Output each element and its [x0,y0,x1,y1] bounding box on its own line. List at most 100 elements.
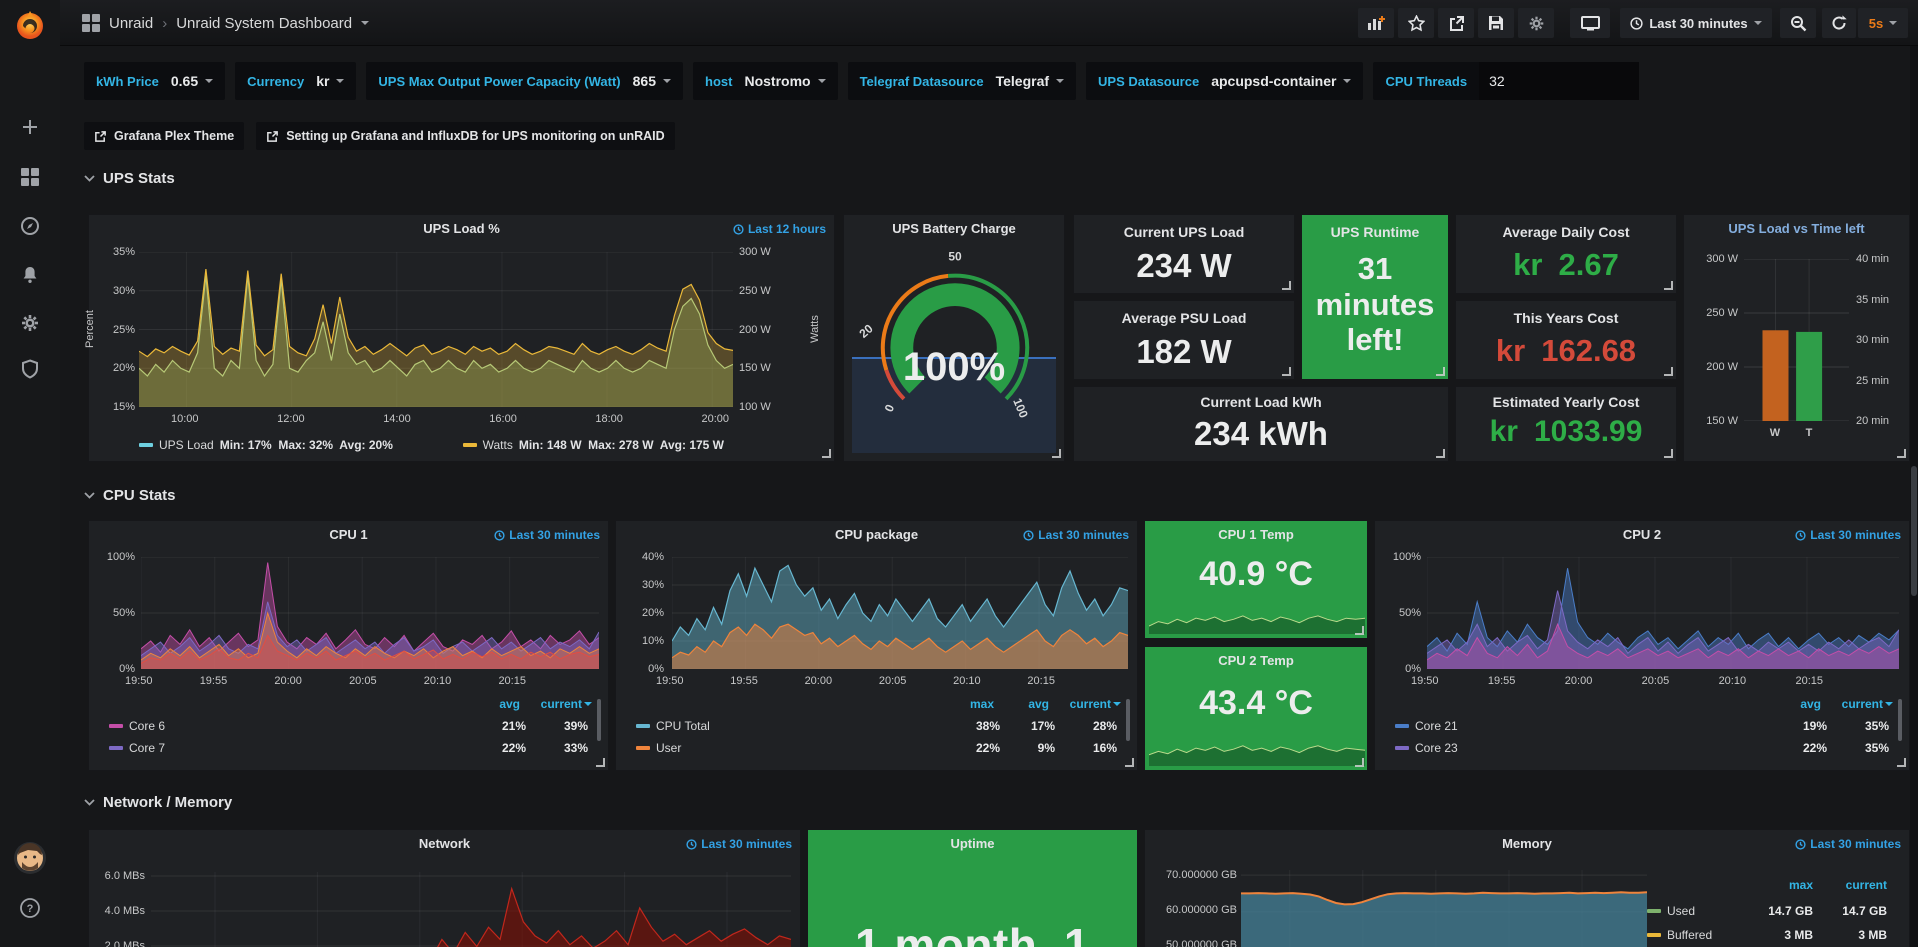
legend-header-avg[interactable]: avg [1800,697,1821,711]
axis-tick: 250 W [1706,307,1738,319]
panel-title[interactable]: CPU 2 [1622,527,1662,542]
panel-time-override[interactable]: Last 12 hours [733,222,826,236]
zoom-out-button[interactable] [1780,8,1816,38]
section-cpu-stats[interactable]: CPU Stats [84,487,176,504]
legend-series-name[interactable]: Core 23 [1415,741,1458,755]
panel-time-override[interactable]: Last 30 minutes [1023,528,1129,542]
stat-title[interactable]: CPU 1 Temp [1218,527,1294,542]
panel-time-override[interactable]: Last 30 minutes [1795,837,1901,851]
variable-host[interactable]: host Nostromo [693,62,838,100]
panel-time-override[interactable]: Last 30 minutes [494,528,600,542]
link-grafana-plex-theme[interactable]: Grafana Plex Theme [84,122,245,150]
variable-currency[interactable]: Currency kr [235,62,357,100]
save-button[interactable] [1478,8,1514,38]
panel-title[interactable]: CPU 1 [329,527,368,542]
panel-time-override[interactable]: Last 30 minutes [1795,528,1901,542]
legend-header-current[interactable]: current [1841,697,1883,711]
cpu-package-chart[interactable] [672,557,1128,669]
legend-header-current[interactable]: current [1069,697,1111,711]
legend-current-value: 14.7 GB [1842,904,1887,918]
network-chart[interactable] [151,872,791,947]
stat-title[interactable]: Current UPS Load [1123,224,1245,240]
legend-series-name[interactable]: Watts [482,438,513,452]
panel-time-override[interactable]: Last 30 minutes [686,837,792,851]
page-scrollbar [1910,46,1918,947]
panel-title[interactable]: UPS Load vs Time left [1728,221,1865,236]
stat-title[interactable]: Average Daily Cost [1502,224,1630,240]
legend-series-name[interactable]: Used [1667,904,1696,918]
tv-kiosk-button[interactable] [1570,8,1610,38]
clock-icon [686,838,697,850]
help-icon[interactable]: ? [10,888,50,928]
refresh-button[interactable] [1822,8,1856,38]
cpu-threads-input[interactable]: 32 [1479,62,1640,100]
stat-title[interactable]: CPU 2 Temp [1218,653,1294,668]
stat-title[interactable]: Estimated Yearly Cost [1492,394,1640,410]
variable-value: kr [316,73,330,89]
variable-kwh-price[interactable]: kWh Price 0.65 [84,62,226,100]
section-network-memory[interactable]: Network / Memory [84,794,232,811]
legend-series-name[interactable]: Core 7 [129,741,166,755]
legend-series-name[interactable]: User [656,741,682,755]
server-admin-shield-icon[interactable] [10,349,50,389]
stat-title[interactable]: Uptime [950,836,995,851]
breadcrumb-separator-icon: › [162,14,168,32]
stat-title[interactable]: UPS Runtime [1330,224,1420,240]
star-button[interactable] [1398,8,1434,38]
breadcrumb-app[interactable]: Unraid [109,14,154,32]
panel-title[interactable]: Network [418,836,471,851]
stat-title[interactable]: Average PSU Load [1121,310,1247,326]
panel-title[interactable]: UPS Load % [423,221,500,236]
memory-chart[interactable] [1241,870,1647,947]
cpu2-chart[interactable] [1427,557,1899,669]
legend-header-max[interactable]: max [969,697,994,711]
cpu1-chart[interactable] [141,557,599,669]
legend-series-name[interactable]: Core 6 [129,719,166,733]
legend-header-current[interactable]: current [1845,878,1887,892]
stat-value: kr 1033.99 [1456,415,1676,449]
dashboard-grid-icon[interactable] [82,14,100,32]
ups-bar-chart[interactable] [1744,259,1849,421]
dashboard-dropdown-caret-icon[interactable] [361,21,370,25]
variable-ups-max-output[interactable]: UPS Max Output Power Capacity (Watt) 865 [366,62,683,100]
legend-series-name[interactable]: Buffered [1667,928,1713,942]
ups-load-chart[interactable] [139,252,733,407]
legend-scrollbar[interactable] [1126,699,1130,741]
legend-series-name[interactable]: UPS Load [159,438,214,452]
create-plus-icon[interactable] [10,107,50,147]
stat-title[interactable]: This Years Cost [1513,310,1619,326]
explore-compass-icon[interactable] [10,206,50,246]
axis-tick: 25% [112,323,135,336]
configuration-gear-icon[interactable] [10,303,50,343]
refresh-interval-picker[interactable]: 5s [1858,8,1908,38]
legend-header-max[interactable]: max [1788,878,1813,892]
panel-title[interactable]: Memory [1502,836,1552,851]
legend-scrollbar[interactable] [597,699,601,741]
legend-series-stats: Min: 17% Max: 32% Avg: 20% [219,438,393,452]
legend-series-name[interactable]: Core 21 [1415,719,1458,733]
legend-header-avg[interactable]: avg [499,697,520,711]
variable-ups-datasource[interactable]: UPS Datasource apcupsd-container [1086,62,1364,100]
time-range-picker[interactable]: Last 30 minutes [1620,8,1772,38]
legend-series-name[interactable]: CPU Total [656,719,710,733]
user-avatar[interactable] [10,838,50,878]
variable-telegraf-datasource[interactable]: Telegraf Datasource Telegraf [847,62,1077,100]
breadcrumb-dashboard[interactable]: Unraid System Dashboard [176,14,353,32]
axis-tick: 30% [641,579,664,591]
legend-header-current[interactable]: current [540,697,582,711]
panel-title[interactable]: UPS Battery Charge [892,221,1016,236]
section-ups-stats[interactable]: UPS Stats [84,170,175,187]
dashboards-icon[interactable] [10,157,50,197]
legend-scrollbar[interactable] [1898,699,1902,741]
panel-title[interactable]: CPU package [834,527,919,542]
add-panel-button[interactable] [1358,8,1394,38]
stat-title[interactable]: Current Load kWh [1200,394,1322,410]
dashboard-settings-gear-button[interactable] [1518,8,1554,38]
link-ups-monitoring-guide[interactable]: Setting up Grafana and InfluxDB for UPS … [256,122,675,150]
legend-header-avg[interactable]: avg [1028,697,1049,711]
share-button[interactable] [1438,8,1474,38]
page-scrollbar-thumb[interactable] [1911,466,1917,596]
alerting-bell-icon[interactable] [10,255,50,295]
grafana-logo-icon[interactable] [10,5,50,45]
y-axis-ticks: 40% 30% 20% 10% 0% [626,551,664,675]
